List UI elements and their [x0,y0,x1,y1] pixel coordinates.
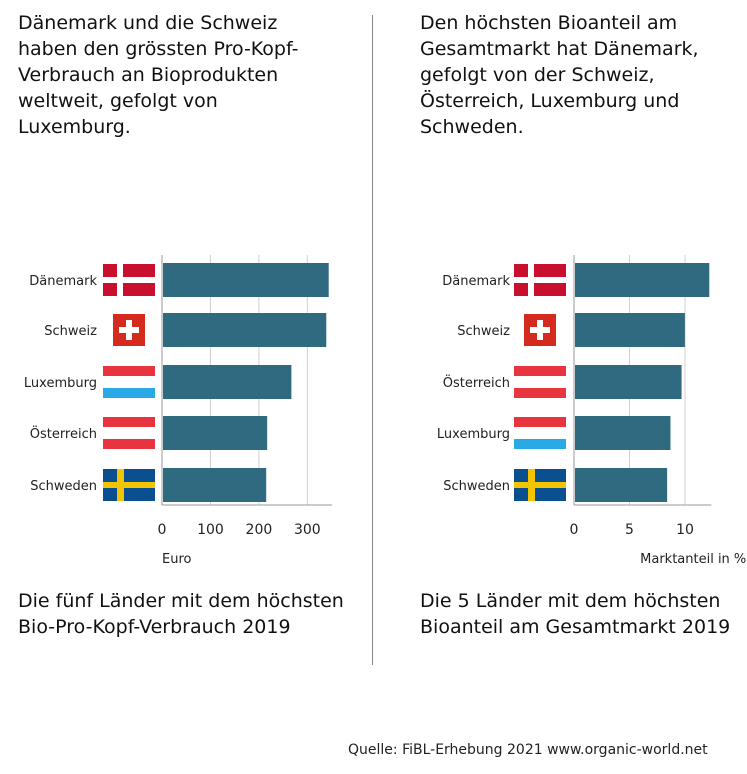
chart-2: 0 5 10 Marktanteil in % Dänemark Schweiz Öster… [437,255,746,567]
right-caption: Die 5 Länder mit dem höchsten Bioanteil … [420,590,731,638]
bar-Österreich [163,416,268,450]
left-caption: Die fünf Länder mit dem höchsten Bio-Pro… [18,590,344,638]
left-heading: Dänemark und die Schweiz haben den gröss… [18,12,299,138]
luxembourg-flag-icon [514,417,566,449]
right-heading: Den höchsten Bioanteil am Gesamtmarkt ha… [420,12,699,138]
category-label: Österreich [443,374,510,391]
divider [372,15,373,665]
luxembourg-flag-icon [103,366,155,398]
x-axis-label: Marktanteil in % [640,552,746,567]
tick-label: 0 [158,522,167,538]
switzerland-flag-icon [113,314,145,346]
tick-label: 200 [246,522,273,538]
bar-Dänemark [163,263,329,297]
bar-Österreich [575,365,682,399]
sweden-flag-icon [514,469,566,501]
category-label: Luxemburg [24,376,97,391]
category-label: Schweiz [44,324,97,339]
bar-Luxemburg [163,365,292,399]
denmark-flag-icon [514,264,566,296]
category-label: Dänemark [442,274,510,289]
tick-label: 300 [294,522,321,538]
tick-label: 0 [570,522,579,538]
category-label: Schweiz [457,324,510,339]
category-label: Österreich [30,425,97,442]
category-label: Schweden [30,479,97,494]
bar-Schweiz [163,313,327,347]
x-axis-label: Euro [162,552,192,567]
bar-Schweden [575,468,668,502]
source-note: Quelle: FiBL-Erhebung 2021 www.organic-w… [348,742,708,758]
tick-label: 5 [625,522,634,538]
category-label: Schweden [443,479,510,494]
tick-label: 100 [197,522,224,538]
bar-Dänemark [575,263,710,297]
bar-Luxemburg [575,416,671,450]
bar-Schweden [163,468,267,502]
bar-Schweiz [575,313,685,347]
austria-flag-icon [514,366,566,398]
austria-flag-icon [103,417,155,449]
sweden-flag-icon [103,469,155,501]
switzerland-flag-icon [524,314,556,346]
denmark-flag-icon [103,264,155,296]
category-label: Luxemburg [437,427,510,442]
chart-1: 0 100 200 300 Euro Dänemark Schweiz Luxemburg Ös… [24,255,333,567]
tick-label: 10 [676,522,694,538]
category-label: Dänemark [29,274,97,289]
